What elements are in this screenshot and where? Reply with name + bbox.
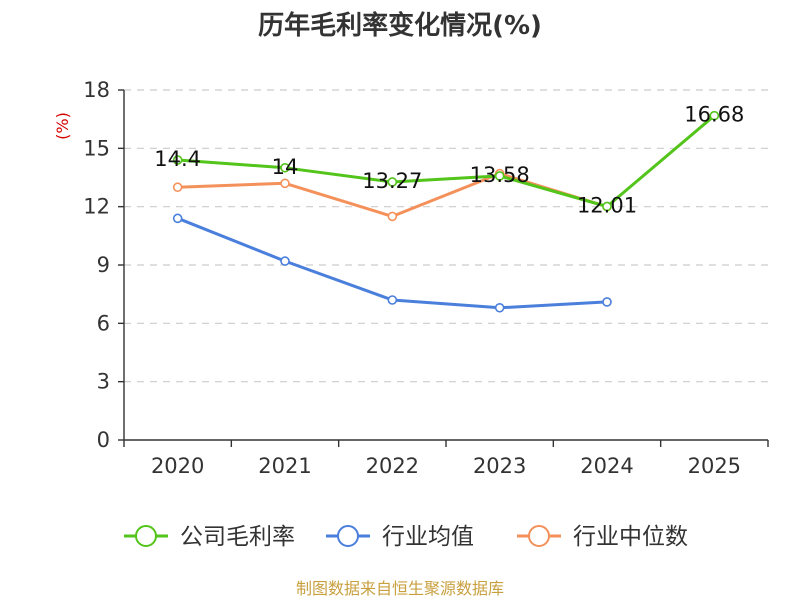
data-point — [602, 297, 612, 307]
legend-label: 公司毛利率 — [180, 524, 295, 550]
data-point — [172, 182, 183, 193]
x-tick-label: 2022 — [366, 454, 419, 478]
data-point — [494, 302, 505, 313]
legend-swatch-marker — [135, 525, 157, 547]
y-tick-label: 0 — [97, 428, 110, 452]
y-tick-label: 18 — [83, 78, 110, 102]
y-tick-label: 9 — [97, 253, 110, 277]
chart-title: 历年毛利率变化情况(%) — [258, 10, 542, 41]
x-tick-label: 2021 — [258, 454, 311, 478]
legend: 公司毛利率 行业均值 行业中位数 — [124, 524, 688, 550]
legend-item: 行业均值 — [326, 524, 474, 550]
x-tick-label: 2020 — [151, 454, 204, 478]
data-label: 14.4 — [154, 147, 201, 171]
data-label: 14 — [272, 155, 299, 179]
data-point — [387, 211, 398, 222]
legend-swatch-marker — [337, 525, 359, 547]
y-tick-label: 6 — [97, 311, 110, 335]
series-line-0 — [176, 114, 716, 208]
data-label: 12.01 — [577, 193, 637, 217]
data-point — [172, 155, 183, 165]
legend-label: 行业中位数 — [573, 524, 688, 550]
series-layer — [172, 110, 720, 313]
data-point — [280, 256, 290, 266]
legend-item: 公司毛利率 — [124, 524, 295, 550]
data-point — [494, 171, 505, 181]
data-point — [387, 177, 398, 187]
data-point — [387, 295, 398, 305]
data-point — [172, 213, 183, 224]
label-layer: 14.4 14 13.27 13.58 12.01 16.68 — [154, 103, 744, 218]
data-label: 13.58 — [470, 163, 530, 187]
x-tick-label: 2025 — [688, 454, 741, 478]
data-point — [280, 178, 290, 189]
grid-layer — [124, 89, 768, 383]
x-tick-label: 2023 — [473, 454, 526, 478]
y-axis-unit: (%) — [53, 112, 72, 140]
legend-item: 行业中位数 — [517, 524, 688, 550]
data-point — [602, 201, 612, 212]
data-point — [280, 162, 290, 173]
axis-layer: 0 3 6 9 12 15 18 2020 2021 2022 2023 2024 2025 — [83, 78, 769, 478]
y-tick-label: 3 — [97, 370, 110, 394]
data-point — [709, 110, 720, 121]
data-label: 16.68 — [684, 103, 744, 127]
data-label: 13.27 — [362, 169, 422, 193]
y-tick-label: 12 — [83, 195, 110, 219]
source-note: 制图数据来自恒生聚源数据库 — [296, 579, 504, 598]
legend-label: 行业均值 — [382, 524, 474, 550]
series-line-1 — [176, 216, 609, 310]
x-tick-label: 2024 — [580, 454, 633, 478]
legend-swatch-marker — [528, 525, 550, 547]
y-tick-label: 15 — [83, 136, 110, 160]
